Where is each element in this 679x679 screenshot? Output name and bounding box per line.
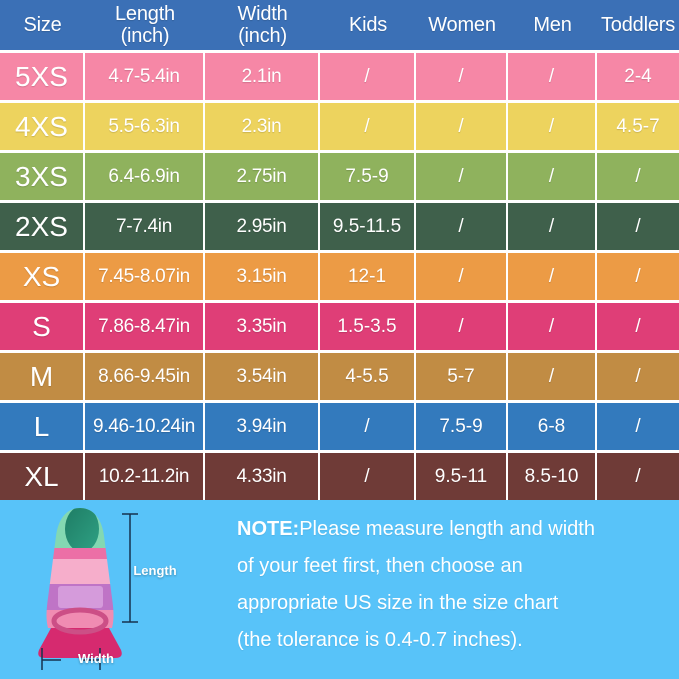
cell-length: 6.4-6.9in bbox=[85, 153, 205, 200]
cell-width: 2.3in bbox=[205, 103, 320, 150]
cell-length: 7.45-8.07in bbox=[85, 253, 205, 300]
cell-men: / bbox=[508, 103, 597, 150]
cell-width: 2.75in bbox=[205, 153, 320, 200]
table-row: XL 10.2-11.2in 4.33in / 9.5-11 8.5-10 / bbox=[0, 450, 679, 500]
cell-women: / bbox=[416, 153, 508, 200]
cell-men: 6-8 bbox=[508, 403, 597, 450]
cell-size: 4XS bbox=[0, 103, 85, 150]
cell-toddlers: / bbox=[635, 365, 641, 387]
table-row: 4XS 5.5-6.3in 2.3in / / / 4.5-7 bbox=[0, 100, 679, 150]
note-line: of your feet first, then choose an bbox=[237, 555, 523, 577]
cell-width: 3.15in bbox=[205, 253, 320, 300]
cell-toddlers: / bbox=[635, 265, 641, 287]
column-header-width: Width (inch) bbox=[237, 2, 288, 47]
cell-kids: 7.5-9 bbox=[320, 153, 416, 200]
size-chart-table: Size Length (inch) Width (inch) Kids Wom… bbox=[0, 0, 679, 500]
cell-width: 2.95in bbox=[205, 203, 320, 250]
fin-measurement-diagram: Length Width bbox=[25, 502, 235, 674]
table-row: M 8.66-9.45in 3.54in 4-5.5 5-7 / / bbox=[0, 350, 679, 400]
note-line: appropriate US size in the size chart bbox=[237, 592, 559, 614]
column-header-size: Size bbox=[23, 13, 62, 36]
column-header-men: Men bbox=[533, 13, 572, 36]
cell-toddlers: / bbox=[635, 215, 641, 237]
cell-toddlers: / bbox=[635, 315, 641, 337]
cell-size: XS bbox=[0, 253, 85, 300]
cell-size: 5XS bbox=[0, 53, 85, 100]
cell-length: 9.46-10.24in bbox=[85, 403, 205, 450]
dimension-lines bbox=[41, 513, 138, 670]
table-row: 5XS 4.7-5.4in 2.1in / / / 2-4 bbox=[0, 50, 679, 100]
cell-kids: / bbox=[320, 403, 416, 450]
cell-men: / bbox=[508, 253, 597, 300]
cell-men: / bbox=[508, 203, 597, 250]
cell-width: 3.94in bbox=[205, 403, 320, 450]
length-dimension-label: Length bbox=[133, 563, 177, 578]
cell-length: 7-7.4in bbox=[85, 203, 205, 250]
cell-toddlers: / bbox=[635, 165, 641, 187]
cell-women: 7.5-9 bbox=[416, 403, 508, 450]
cell-width: 3.35in bbox=[205, 303, 320, 350]
table-row: S 7.86-8.47in 3.35in 1.5-3.5 / / / bbox=[0, 300, 679, 350]
cell-toddlers: / bbox=[635, 415, 641, 437]
width-dimension-label: Width bbox=[78, 651, 114, 666]
cell-size: 2XS bbox=[0, 203, 85, 250]
cell-size: 3XS bbox=[0, 153, 85, 200]
column-header-kids: Kids bbox=[348, 13, 388, 36]
cell-kids: 12-1 bbox=[320, 253, 416, 300]
table-row: 3XS 6.4-6.9in 2.75in 7.5-9 / / / bbox=[0, 150, 679, 200]
cell-toddlers: / bbox=[635, 465, 641, 487]
cell-kids: 9.5-11.5 bbox=[320, 203, 416, 250]
cell-size: L bbox=[0, 403, 85, 450]
table-row: XS 7.45-8.07in 3.15in 12-1 / / / bbox=[0, 250, 679, 300]
cell-toddlers: 4.5-7 bbox=[616, 115, 660, 137]
cell-width: 4.33in bbox=[205, 453, 320, 500]
column-header-toddlers: Toddlers bbox=[601, 13, 675, 36]
cell-kids: / bbox=[320, 103, 416, 150]
cell-men: / bbox=[508, 53, 597, 100]
cell-women: / bbox=[416, 253, 508, 300]
note-line-1: Please measure length and width bbox=[299, 518, 595, 540]
cell-length: 5.5-6.3in bbox=[85, 103, 205, 150]
cell-women: 5-7 bbox=[416, 353, 508, 400]
column-header-women: Women bbox=[428, 13, 496, 36]
cell-men: 8.5-10 bbox=[508, 453, 597, 500]
cell-length: 7.86-8.47in bbox=[85, 303, 205, 350]
note-line: (the tolerance is 0.4-0.7 inches). bbox=[237, 629, 523, 651]
cell-width: 3.54in bbox=[205, 353, 320, 400]
cell-width: 2.1in bbox=[205, 53, 320, 100]
cell-kids: / bbox=[320, 453, 416, 500]
cell-length: 10.2-11.2in bbox=[85, 453, 205, 500]
cell-women: / bbox=[416, 103, 508, 150]
note-text: NOTE:Please measure length and width of … bbox=[237, 511, 667, 659]
note-label: NOTE: bbox=[237, 518, 300, 540]
swim-fin-illustration bbox=[38, 508, 138, 670]
cell-size: XL bbox=[0, 453, 85, 500]
cell-men: / bbox=[508, 153, 597, 200]
cell-men: / bbox=[508, 303, 597, 350]
cell-kids: 1.5-3.5 bbox=[320, 303, 416, 350]
cell-women: 9.5-11 bbox=[416, 453, 508, 500]
cell-length: 4.7-5.4in bbox=[85, 53, 205, 100]
cell-kids: / bbox=[320, 53, 416, 100]
note-line: NOTE:Please measure length and width bbox=[237, 511, 667, 548]
table-header-row: Size Length (inch) Width (inch) Kids Wom… bbox=[0, 0, 679, 50]
cell-size: S bbox=[0, 303, 85, 350]
cell-length: 8.66-9.45in bbox=[85, 353, 205, 400]
column-header-length: Length (inch) bbox=[115, 2, 175, 47]
cell-women: / bbox=[416, 303, 508, 350]
table-row: L 9.46-10.24in 3.94in / 7.5-9 6-8 / bbox=[0, 400, 679, 450]
cell-men: / bbox=[508, 353, 597, 400]
cell-size: M bbox=[0, 353, 85, 400]
cell-toddlers: 2-4 bbox=[624, 65, 652, 87]
cell-kids: 4-5.5 bbox=[320, 353, 416, 400]
cell-women: / bbox=[416, 203, 508, 250]
table-row: 2XS 7-7.4in 2.95in 9.5-11.5 / / / bbox=[0, 200, 679, 250]
cell-women: / bbox=[416, 53, 508, 100]
footer-section: Length Width NOTE:Please measure length … bbox=[0, 500, 679, 679]
